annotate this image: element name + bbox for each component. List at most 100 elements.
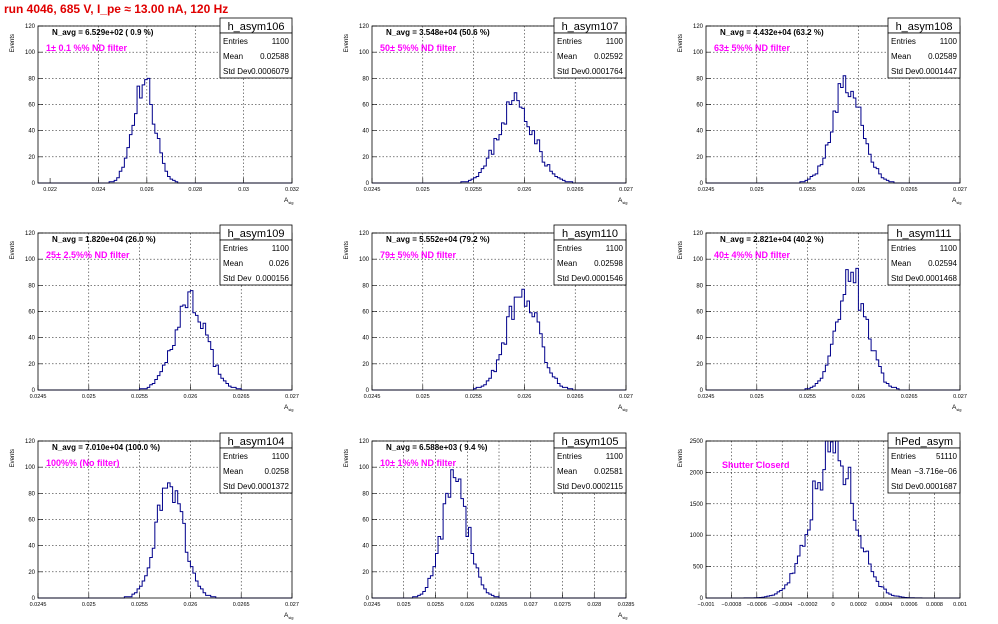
y-axis-label: Events [344, 241, 350, 259]
y-tick-label: 60 [696, 310, 703, 316]
y-axis-label: Events [10, 449, 16, 467]
stats-label: Mean [557, 259, 577, 268]
y-tick-label: 40 [362, 336, 369, 342]
filter-label: 40± 4%% ND filter [714, 250, 790, 260]
stats-label: Std Dev [223, 482, 251, 491]
x-tick-label: 0.0275 [554, 602, 571, 608]
y-tick-label: 20 [28, 570, 35, 576]
y-tick-label: 60 [28, 518, 35, 524]
y-tick-label: 100 [359, 465, 370, 471]
y-tick-label: 120 [25, 231, 36, 237]
histogram-series [38, 290, 292, 391]
x-tick-label: 0.0245 [364, 394, 381, 400]
stats-value: 0.02581 [594, 467, 623, 476]
stats-box [887, 239, 961, 286]
stats-label: Entries [557, 244, 582, 253]
x-tick-label: 0.0265 [901, 394, 918, 400]
histogram-series [372, 92, 626, 184]
x-tick-label: 0.0008 [926, 602, 943, 608]
x-axis-label: Asig [952, 197, 961, 205]
stats-title: h_asym109 [228, 228, 285, 240]
y-axis-label: Events [344, 449, 350, 467]
x-tick-label: 0.0255 [131, 602, 148, 608]
x-tick-label: 0.032 [285, 187, 299, 193]
x-tick-label: 0 [831, 602, 834, 608]
y-tick-label: 60 [362, 518, 369, 524]
plot-frame [371, 25, 627, 184]
y-axis-label: Events [344, 34, 350, 52]
histogram-series [706, 440, 960, 599]
stats-label: Mean [891, 52, 911, 61]
x-tick-label: −0.0002 [798, 602, 818, 608]
stats-value: 0.02592 [594, 52, 623, 61]
plot-frame [371, 232, 627, 391]
x-tick-label: 0.027 [285, 394, 299, 400]
x-axis-label: Asig [284, 197, 293, 205]
x-tick-label: 0.0245 [698, 187, 715, 193]
stats-box [887, 447, 961, 494]
stats-label: Entries [223, 452, 248, 461]
y-tick-label: 0 [366, 596, 370, 602]
y-tick-label: 100 [693, 50, 704, 56]
x-tick-label: −0.0008 [721, 602, 741, 608]
x-tick-label: 0.025 [82, 602, 96, 608]
x-tick-label: 0.026 [518, 394, 532, 400]
y-tick-label: 0 [32, 596, 36, 602]
y-tick-label: 80 [696, 283, 703, 289]
stats-value: 1100 [606, 244, 624, 253]
y-tick-label: 1500 [690, 502, 704, 508]
y-tick-label: 100 [693, 257, 704, 263]
y-tick-label: 60 [28, 103, 35, 109]
y-tick-label: 40 [696, 336, 703, 342]
y-axis-label: Events [10, 241, 16, 259]
y-tick-label: 60 [696, 103, 703, 109]
x-tick-label: 0.03 [238, 187, 249, 193]
x-tick-label: 0.0255 [799, 394, 816, 400]
x-axis-label: Asig [618, 197, 627, 205]
stats-box [553, 239, 627, 286]
histogram-panel-h_asym104: 0 20 40 60 80 100 120 0.0245 0.025 0.0255 0.026 0.0… [10, 432, 299, 620]
y-axis-label: Events [678, 449, 684, 467]
navg-label: N_avg = 5.552e+04 (79.2 %) [386, 235, 490, 244]
plot-frame [37, 25, 293, 184]
y-tick-label: 120 [359, 439, 370, 445]
x-tick-label: 0.024 [92, 187, 106, 193]
stats-label: Mean [557, 467, 577, 476]
histogram-panel-h_asym110: 0 20 40 60 80 100 120 0.0245 0.025 0.0255 0.026 0.0… [344, 224, 633, 412]
navg-label: N_avg = 3.548e+04 (50.6 %) [386, 28, 490, 37]
plot-frame [705, 232, 961, 391]
stats-value: 0.0006079 [251, 67, 289, 76]
y-tick-label: 0 [32, 388, 36, 394]
x-tick-label: 0.0002 [850, 602, 867, 608]
filter-label: 25± 2.5%% ND filter [46, 250, 130, 260]
y-tick-label: 40 [28, 336, 35, 342]
y-tick-label: 120 [359, 231, 370, 237]
x-axis-label: Asig [618, 404, 627, 412]
x-tick-label: 0.0255 [799, 187, 816, 193]
stats-value: 1100 [272, 244, 290, 253]
x-tick-label: 0.0255 [465, 187, 482, 193]
navg-label: N_avg = 2.821e+04 (40.2 %) [720, 235, 824, 244]
x-tick-label: 0.025 [750, 187, 764, 193]
x-tick-label: 0.025 [397, 602, 411, 608]
filter-label: Shutter Closerd [722, 460, 790, 470]
x-tick-label: 0.0265 [233, 394, 250, 400]
x-tick-label: 0.027 [524, 602, 538, 608]
stats-label: Std Dev [891, 274, 919, 283]
x-tick-label: 0.026 [852, 187, 866, 193]
filter-label: 100%% (No filter) [46, 458, 120, 468]
stats-value: 0.026 [269, 259, 290, 268]
y-tick-label: 120 [359, 24, 370, 30]
y-tick-label: 80 [362, 76, 369, 82]
stats-value: 1100 [606, 452, 624, 461]
histogram-panel-h_asym105: 0 20 40 60 80 100 120 0.0245 0.025 0.0255 0.026 0.0… [344, 432, 634, 620]
stats-value: 0.0001687 [919, 482, 957, 491]
y-tick-label: 20 [28, 362, 35, 368]
y-tick-label: 120 [693, 231, 704, 237]
y-tick-label: 100 [25, 465, 36, 471]
y-tick-label: 0 [700, 388, 704, 394]
stats-value: 0.0002115 [586, 482, 624, 491]
histogram-series [372, 288, 626, 391]
y-axis-label: Events [678, 34, 684, 52]
x-tick-label: 0.025 [82, 394, 96, 400]
